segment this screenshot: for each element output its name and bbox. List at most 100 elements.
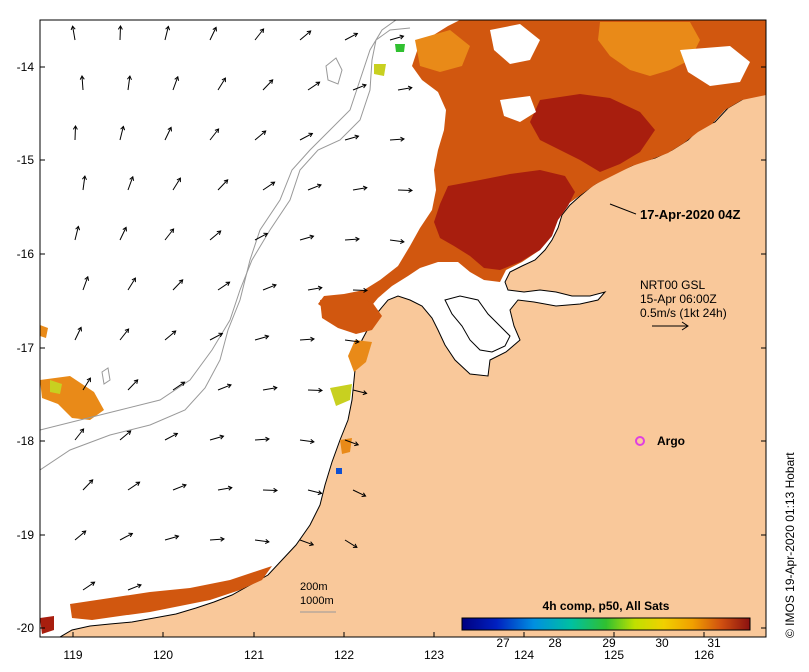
wind-arrow-icon: [164, 432, 178, 441]
wind-arrowhead-icon: [361, 492, 367, 497]
wind-arrowhead-icon: [216, 230, 222, 235]
wind-arrowhead-icon: [122, 226, 127, 232]
wind-arrowhead-icon: [309, 234, 315, 240]
wind-arrowhead-icon: [264, 334, 270, 340]
wind-arrowhead-icon: [310, 439, 315, 444]
wind-arrowhead-icon: [220, 536, 225, 542]
gulf-outline: [444, 295, 511, 353]
wind-arrowhead-icon: [316, 183, 322, 189]
colorbar-tick-label: 29: [602, 636, 616, 650]
lat-tick-label: -15: [17, 153, 35, 167]
wind-vector-field: [70, 25, 413, 591]
wind-arrow-icon: [127, 481, 140, 491]
wind-arrowhead-icon: [308, 132, 314, 138]
lon-axis: 119 120 121 122 123 124 125 126: [63, 632, 714, 662]
lon-tick-label: 123: [424, 648, 444, 662]
wind-arrow-icon: [209, 538, 225, 541]
wind-arrowhead-icon: [261, 130, 267, 135]
wind-arrowhead-icon: [181, 483, 187, 489]
wind-arrow-icon: [127, 277, 136, 291]
wind-arrowhead-icon: [268, 79, 274, 84]
contour-legend: 200m 1000m: [300, 581, 336, 613]
wind-arrowhead-icon: [218, 332, 224, 338]
wind-arrowhead-icon: [399, 34, 405, 40]
wind-arrow-icon: [164, 26, 169, 41]
wind-arrowhead-icon: [310, 336, 315, 342]
wind-arrow-icon: [254, 232, 268, 241]
contour-1000m: [40, 20, 397, 471]
lat-tick-label: -18: [17, 434, 35, 448]
wind-arrow-icon: [74, 530, 87, 541]
wind-arrow-icon: [127, 176, 134, 191]
wind-arrowhead-icon: [214, 128, 220, 133]
wind-arrow-icon: [352, 489, 366, 497]
wind-arrowhead-icon: [77, 326, 82, 332]
wind-arrowhead-icon: [265, 539, 270, 544]
wind-arrow-icon: [344, 439, 359, 446]
wind-arrowhead-icon: [318, 387, 323, 393]
wind-arrow-icon: [344, 339, 359, 343]
wind-arrow-icon: [82, 581, 95, 591]
colorbar-gradient: [461, 617, 751, 631]
wind-arrow-icon: [389, 239, 404, 243]
sst-colorbar: 4h comp, p50, All Sats 27 28 29 30 31: [461, 599, 751, 650]
wind-arrowhead-icon: [133, 379, 139, 384]
wind-arrowhead-icon: [212, 26, 217, 32]
wind-arrowhead-icon: [128, 532, 134, 538]
wind-arrow-icon: [164, 330, 177, 341]
wind-arrow-icon: [164, 535, 179, 541]
wind-arrowhead-icon: [171, 330, 177, 335]
lon-tick-label: 119: [63, 648, 82, 662]
lat-tick-label: -16: [17, 247, 35, 261]
wind-arrow-icon: [119, 328, 129, 341]
wind-arrowhead-icon: [82, 175, 87, 180]
wind-arrow-icon: [389, 35, 404, 41]
wind-arrowhead-icon: [408, 187, 413, 193]
contour-200m: [40, 27, 411, 431]
wind-arrow-icon: [254, 335, 269, 341]
wind-arrowhead-icon: [223, 179, 229, 184]
lon-tick-label: 126: [694, 648, 714, 662]
wind-arrowhead-icon: [72, 125, 78, 130]
wind-arrowhead-icon: [352, 543, 358, 548]
wind-arrowhead-icon: [271, 283, 277, 289]
land-australia: [59, 89, 766, 637]
wind-arrowhead-icon: [259, 28, 265, 33]
wind-arrow-icon: [397, 189, 413, 191]
lon-tick-label: 121: [244, 648, 264, 662]
wind-arrow-icon: [119, 430, 132, 441]
wind-arrow-icon: [254, 130, 267, 141]
wind-arrowhead-icon: [317, 285, 323, 291]
argo-float: Argo: [635, 434, 685, 448]
wind-arrow-icon: [119, 126, 124, 141]
wind-arrowhead-icon: [79, 428, 85, 433]
wind-arrowhead-icon: [225, 281, 231, 287]
wind-arrowhead-icon: [355, 236, 360, 242]
wind-arrow-icon: [389, 138, 405, 141]
lat-axis: -14 -15 -16 -17 -18 -19 -20: [17, 60, 766, 635]
wind-arrow-icon: [397, 87, 412, 91]
lon-tick-label: 125: [604, 648, 624, 662]
wind-arrowhead-icon: [173, 432, 179, 438]
wind-arrow-icon: [262, 79, 274, 91]
wind-arrow-icon: [217, 487, 232, 491]
wind-arrow-icon: [262, 181, 275, 191]
lat-tick-label: -19: [17, 528, 35, 542]
wind-arrow-icon: [262, 387, 277, 391]
wind-arrowhead-icon: [124, 328, 130, 333]
wind-arrow-icon: [217, 281, 230, 291]
wind-arrowhead-icon: [120, 125, 126, 131]
wind-arrow-icon: [209, 27, 217, 41]
wind-arrowhead-icon: [127, 75, 132, 80]
wind-arrowhead-icon: [129, 175, 135, 181]
wind-arrow-icon: [299, 539, 314, 546]
wind-arrowhead-icon: [315, 81, 321, 87]
wind-arrowhead-icon: [306, 30, 312, 35]
lon-tick-label: 122: [334, 648, 354, 662]
contour-legend-1000m: 1000m: [300, 595, 334, 607]
wind-arrowhead-icon: [70, 25, 76, 31]
wind-arrowhead-icon: [361, 83, 367, 89]
wind-arrow-icon: [217, 384, 232, 391]
argo-label: Argo: [657, 434, 685, 448]
